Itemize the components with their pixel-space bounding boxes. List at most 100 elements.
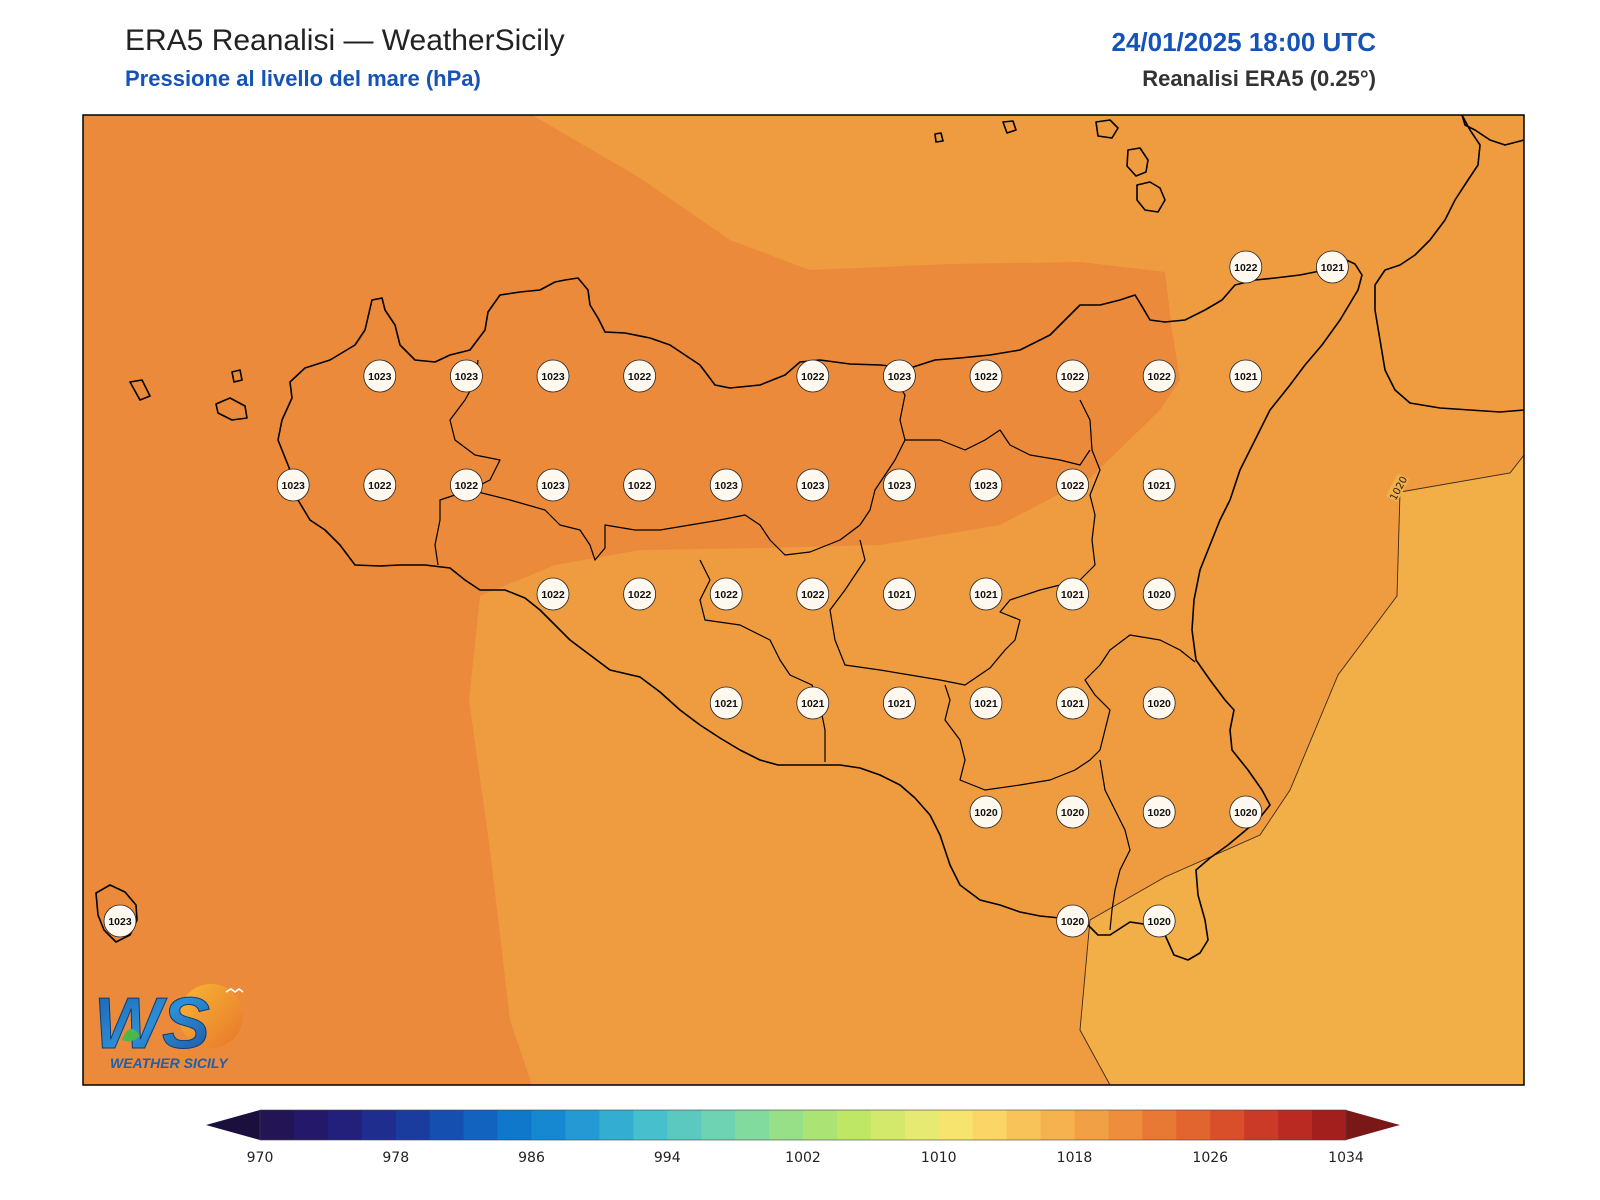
pressure-value-label: 1020 <box>974 807 998 819</box>
colorbar-cell <box>836 1110 872 1140</box>
map-title: ERA5 Reanalisi — WeatherSicily <box>125 24 565 57</box>
pressure-value-badge: 1020 <box>1142 795 1176 829</box>
pressure-value-badge: 1023 <box>449 359 483 393</box>
pressure-value-badge: 1022 <box>623 577 656 611</box>
pressure-value-label: 1021 <box>801 698 825 710</box>
border-trapani-palermo <box>434 359 501 566</box>
pressure-value-badge: 1021 <box>883 577 916 611</box>
pressure-value-circle <box>969 686 1003 720</box>
pressure-value-badge: 1023 <box>536 468 570 502</box>
logo-sun <box>179 984 243 1048</box>
pressure-value-label: 1021 <box>888 698 912 710</box>
eolie-island-salina <box>1095 119 1119 139</box>
pressure-value-circle <box>276 468 310 502</box>
pressure-value-badge: 1022 <box>536 577 570 611</box>
pressure-value-circle <box>969 577 1003 611</box>
colorbar-tick-label: 1002 <box>785 1150 821 1166</box>
pressure-value-badge: 1023 <box>796 468 830 502</box>
border-caltanissetta-enna <box>829 399 1101 686</box>
colorbar-cell <box>1210 1110 1245 1140</box>
pressure-value-badge: 1022 <box>449 468 483 502</box>
pressure-value-circle <box>796 686 830 720</box>
pressure-value-badge: 1021 <box>969 577 1003 611</box>
pressure-band-1018-1020 <box>1080 455 1524 1085</box>
pressure-value-label: 1022 <box>628 371 652 383</box>
pressure-value-label: 1023 <box>368 371 392 383</box>
pressure-value-circle <box>1056 904 1089 938</box>
colorbar-cell <box>938 1110 974 1140</box>
pressure-value-circle <box>1056 468 1089 502</box>
pressure-value-circle <box>709 686 743 720</box>
colorbar: 970 978 986 994 1002 1010 1018 1026 1034 <box>206 1109 1400 1166</box>
pressure-value-label: 1021 <box>974 698 998 710</box>
pressure-value-label: 1022 <box>1234 262 1258 274</box>
calabria-coastline <box>1374 115 1524 413</box>
logo-mark: WS <box>94 984 210 1064</box>
eolie-island-vulcano <box>1136 181 1166 213</box>
pressure-value-circle <box>536 359 570 393</box>
colorbar-under-triangle <box>206 1110 260 1140</box>
colorbar-tick-label: 994 <box>654 1150 681 1166</box>
pressure-value-badge: 1023 <box>709 468 743 502</box>
map-subtitle: Pressione al livello del mare (hPa) <box>125 66 481 91</box>
colorbar-cell <box>429 1110 465 1140</box>
pressure-value-label: 1023 <box>108 916 132 928</box>
pressure-value-badge: 1021 <box>1056 686 1089 720</box>
pressure-value-badge: 1023 <box>276 468 310 502</box>
pressure-value-circle <box>1229 250 1263 284</box>
coastlines <box>95 115 1524 961</box>
border-ragusa-siracusa <box>1099 759 1131 931</box>
egadi-island-marettimo <box>129 379 151 401</box>
colorbar-over-triangle <box>1346 1110 1400 1140</box>
pressure-value-badge: 1023 <box>536 359 570 393</box>
pressure-value-label: 1022 <box>455 480 479 492</box>
logo-bird <box>225 988 244 993</box>
pressure-value-circle <box>536 468 570 502</box>
colorbar-cell <box>1176 1110 1211 1140</box>
colorbar-cell <box>1312 1110 1347 1140</box>
pressure-value-circle <box>363 468 397 502</box>
pressure-value-badge: 1022 <box>363 468 397 502</box>
pressure-value-label: 1021 <box>974 589 998 601</box>
colorbar-cell <box>565 1110 600 1140</box>
pressure-value-circle <box>1316 250 1349 284</box>
pressure-value-badge: 1023 <box>363 359 397 393</box>
pressure-value-label: 1022 <box>1148 371 1172 383</box>
colorbar-cell <box>904 1110 940 1140</box>
pressure-value-label: 1022 <box>628 480 652 492</box>
pressure-value-circle <box>449 359 483 393</box>
pressure-value-label: 1023 <box>974 480 998 492</box>
pressure-value-badge: 1022 <box>1142 359 1176 393</box>
colorbar-cell <box>1074 1110 1109 1140</box>
pressure-value-label: 1020 <box>1148 698 1172 710</box>
pressure-value-circle <box>796 577 830 611</box>
pressure-value-badge: 1021 <box>709 686 743 720</box>
colorbar-tick-label: 1010 <box>921 1150 957 1166</box>
pressure-value-circle <box>363 359 397 393</box>
pressure-value-label: 1022 <box>1061 371 1085 383</box>
pressure-value-label: 1022 <box>628 589 652 601</box>
pressure-value-badge: 1020 <box>1056 795 1089 829</box>
pressure-value-badge: 1021 <box>1229 359 1263 393</box>
colorbar-tick-label: 978 <box>382 1150 409 1166</box>
colorbar-cell <box>361 1110 397 1140</box>
colorbar-cell <box>599 1110 634 1140</box>
pressure-value-circle <box>1142 359 1176 393</box>
eolie-island-lipari <box>1126 147 1149 177</box>
pressure-value-label: 1023 <box>801 480 825 492</box>
pressure-value-label: 1020 <box>1148 916 1172 928</box>
pressure-value-grid: 1022 1021 1023 1023 1023 1022 1022 1023 1022 1022… <box>103 250 1349 938</box>
pressure-value-badge: 1022 <box>709 577 743 611</box>
pressure-value-badge: 1020 <box>1142 904 1176 938</box>
pressure-value-badge: 1020 <box>1142 577 1176 611</box>
pressure-value-circle <box>1142 468 1176 502</box>
pressure-value-label: 1023 <box>888 480 912 492</box>
colorbar-cell <box>463 1110 499 1140</box>
pressure-value-circle <box>969 795 1003 829</box>
egadi-island-favignana <box>215 397 248 421</box>
colorbar-cell <box>1006 1110 1042 1140</box>
pressure-value-label: 1022 <box>974 371 998 383</box>
colorbar-cell <box>735 1110 770 1140</box>
pressure-value-circle <box>709 577 743 611</box>
border-catania-ragusa-siracusa <box>944 634 1196 791</box>
